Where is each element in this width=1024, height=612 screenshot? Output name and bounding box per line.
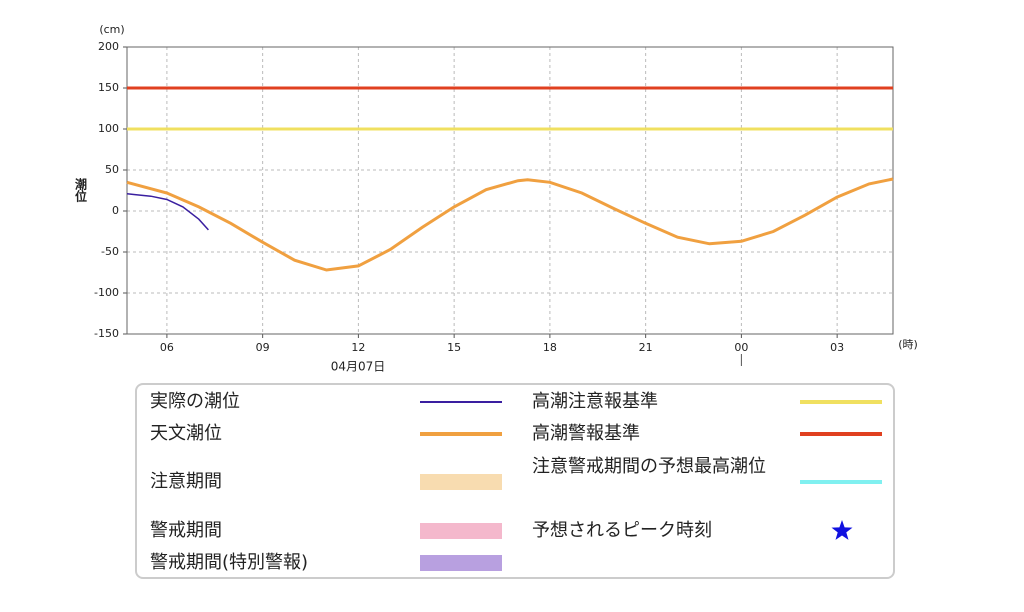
x-tick-label: 00 xyxy=(734,341,748,354)
chart: (cm) (時) 潮位 04月07日 200 150 100 50 0 -50 -100 -1… xyxy=(74,23,918,374)
legend-swatch xyxy=(420,401,502,403)
legend-label: 天文潮位 xyxy=(150,423,222,444)
y-tick-label: 200 xyxy=(98,40,119,53)
legend-swatch xyxy=(420,523,502,539)
date-label: 04月07日 xyxy=(331,360,386,374)
legend-label: 実際の潮位 xyxy=(150,391,240,412)
y-tick-label: 100 xyxy=(98,122,119,135)
x-unit: (時) xyxy=(898,338,918,351)
legend-swatch xyxy=(420,555,502,571)
tide-line xyxy=(126,177,894,272)
x-tick-label: 15 xyxy=(447,341,461,354)
legend-label: 警戒期間(特別警報) xyxy=(150,552,309,573)
x-tick-label: 18 xyxy=(543,341,557,354)
y-tick-label: -100 xyxy=(94,286,119,299)
plot-frame xyxy=(126,46,894,335)
legend-star xyxy=(831,520,853,540)
y-label: 潮位 xyxy=(74,177,88,203)
legend-label: 高潮注意報基準 xyxy=(532,391,658,412)
y-tick-label: 50 xyxy=(105,163,119,176)
legend-swatch xyxy=(420,432,502,436)
legend-label: 予想されるピーク時刻 xyxy=(532,520,712,541)
legend: 実際の潮位天文潮位注意期間警戒期間警戒期間(特別警報) 高潮注意報基準 高潮警報基準… xyxy=(135,383,895,579)
y-tick-label: -150 xyxy=(94,327,119,340)
y-tick-label: 150 xyxy=(98,81,119,94)
star xyxy=(831,520,853,540)
legend-label: 注意期間 xyxy=(150,471,222,492)
legend-swatch xyxy=(420,474,502,490)
legend-label: 警戒期間 xyxy=(150,520,222,541)
y-tick-label: 0 xyxy=(112,204,119,217)
y-tick-label: -50 xyxy=(101,245,119,258)
x-tick-label: 03 xyxy=(830,341,844,354)
legend-swatch xyxy=(800,480,882,484)
legend-label: 高潮警報基準 xyxy=(532,423,640,444)
x-tick-label: 12 xyxy=(351,341,365,354)
tide-line xyxy=(126,193,209,231)
x-tick-label: 21 xyxy=(639,341,653,354)
y-unit: (cm) xyxy=(99,23,124,36)
legend-label: 注意警戒期間の予想最高潮位 xyxy=(532,456,766,477)
x-tick-label: 09 xyxy=(256,341,270,354)
legend-swatch xyxy=(800,400,882,404)
x-tick-label: 06 xyxy=(160,341,174,354)
legend-swatch xyxy=(800,432,882,436)
